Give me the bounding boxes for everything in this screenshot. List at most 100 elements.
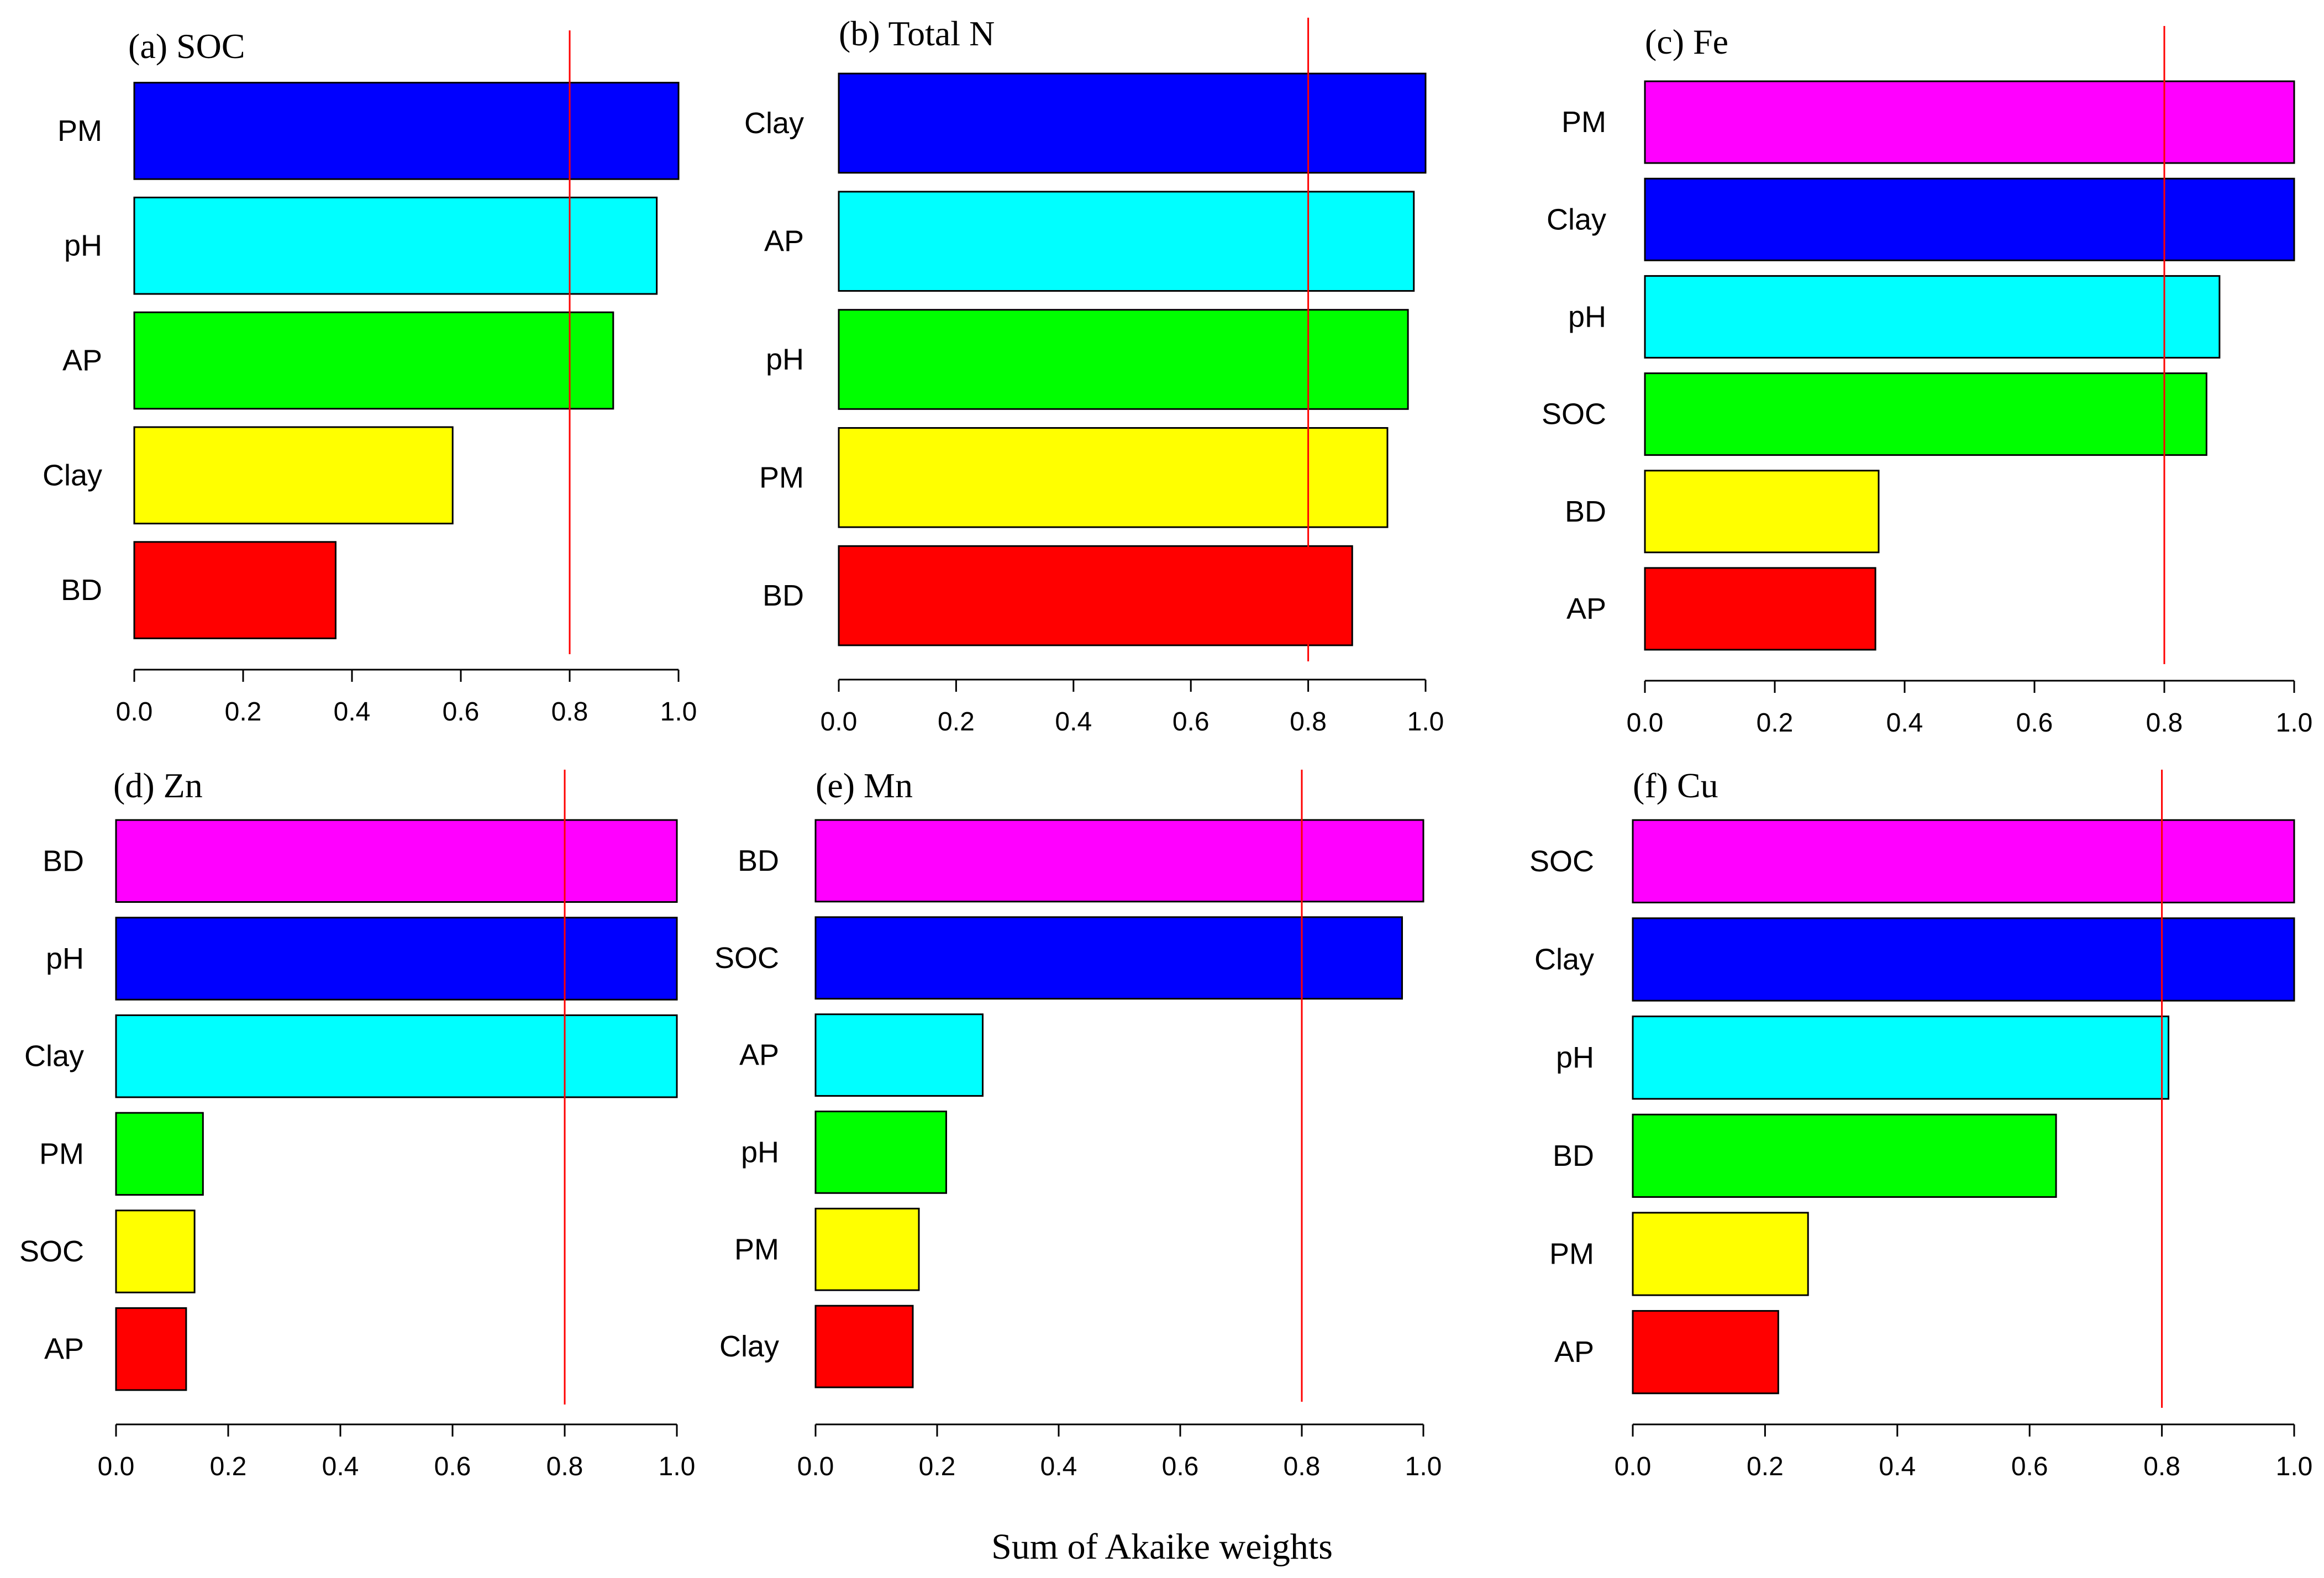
x-tick-label: 1.0	[2276, 1452, 2313, 1481]
category-label: BD	[1565, 495, 1606, 528]
category-label: Clay	[1547, 203, 1606, 236]
x-tick-label: 1.0	[659, 1452, 696, 1481]
x-tick-label: 1.0	[1407, 707, 1444, 737]
x-tick-label: 0.2	[210, 1452, 247, 1481]
bar-bd	[133, 541, 336, 639]
bar-clay	[1644, 177, 2295, 261]
bar-ap	[838, 191, 1415, 292]
bar-bd	[115, 819, 678, 903]
bar-clay	[814, 1305, 914, 1388]
bar-ap	[133, 311, 614, 410]
bar-ph	[115, 917, 678, 1001]
x-tick-label: 0.0	[797, 1452, 834, 1481]
bar-ph	[133, 196, 658, 295]
category-label: AP	[44, 1333, 84, 1366]
x-tick-label: 0.8	[551, 697, 588, 727]
x-tick-label: 0.4	[322, 1452, 359, 1481]
x-tick-label: 1.0	[1405, 1452, 1442, 1481]
bar-clay	[115, 1014, 678, 1098]
category-label: SOC	[1542, 398, 1606, 431]
category-label: BD	[738, 844, 779, 877]
x-axis-label: Sum of Akaike weights	[991, 1527, 1333, 1567]
category-label: BD	[1553, 1139, 1594, 1172]
bar-ap	[1632, 1310, 1779, 1395]
x-tick-label: 0.2	[225, 697, 262, 727]
category-label: PM	[1561, 106, 1606, 139]
x-tick-label: 1.0	[2276, 708, 2313, 738]
category-label: AP	[62, 344, 102, 377]
x-tick-label: 0.0	[1615, 1452, 1652, 1481]
bar-bd	[814, 819, 1424, 903]
bar-bd	[838, 545, 1353, 646]
category-label: SOC	[19, 1235, 84, 1268]
panel-title: (c) Fe	[1645, 22, 1728, 61]
x-tick-label: 0.4	[1040, 1452, 1077, 1481]
x-tick-label: 0.4	[1055, 707, 1092, 737]
category-label: AP	[1566, 592, 1606, 625]
category-label: AP	[1554, 1335, 1594, 1369]
category-label: PM	[1549, 1238, 1594, 1271]
bar-ph	[1632, 1016, 2170, 1100]
x-tick-label: 0.8	[2143, 1452, 2180, 1481]
category-label: Clay	[24, 1040, 84, 1073]
x-tick-label: 0.2	[938, 707, 975, 737]
x-tick-label: 0.0	[116, 697, 153, 727]
x-tick-label: 0.8	[546, 1452, 583, 1481]
x-tick-label: 0.4	[334, 697, 371, 727]
category-label: Clay	[744, 107, 804, 140]
x-tick-label: 0.2	[1747, 1452, 1784, 1481]
category-label: PM	[759, 461, 804, 494]
panel-d: (d) Zn BD pH Clay PM SOC AP 0.0 0.2 0.4 0.6 0.8 1.0	[19, 766, 695, 1481]
bar-pm	[814, 1207, 920, 1291]
category-label: PM	[734, 1233, 779, 1266]
category-label: pH	[1568, 300, 1606, 333]
bar-ph	[814, 1111, 947, 1194]
category-label: pH	[64, 229, 102, 262]
category-label: SOC	[1529, 845, 1594, 878]
bar-ph	[838, 309, 1409, 410]
bar-soc	[1632, 819, 2295, 903]
bar-pm	[1632, 1212, 1809, 1296]
bar-pm	[133, 82, 680, 180]
bar-ap	[814, 1013, 984, 1097]
bar-pm	[838, 427, 1389, 528]
bar-pm	[1644, 80, 2295, 164]
category-label: AP	[764, 225, 804, 258]
bar-bd	[1644, 470, 1880, 554]
category-label: BD	[763, 579, 804, 612]
bar-soc	[115, 1209, 196, 1293]
panel-f: (f) Cu SOC Clay pH BD PM AP 0.0 0.2 0.4 0.6 0.8 1.0	[1529, 766, 2312, 1481]
x-tick-label: 0.4	[1886, 708, 1923, 738]
x-tick-label: 0.2	[1757, 708, 1794, 738]
category-label: pH	[46, 942, 84, 975]
category-label: Clay	[1534, 943, 1594, 976]
category-label: pH	[1556, 1041, 1594, 1074]
x-tick-label: 0.6	[434, 1452, 471, 1481]
x-tick-label: 0.6	[2016, 708, 2053, 738]
category-label: PM	[39, 1137, 84, 1170]
category-label: BD	[61, 574, 102, 607]
bar-ph	[1644, 275, 2221, 359]
x-tick-label: 0.6	[2011, 1452, 2048, 1481]
x-tick-label: 0.0	[1627, 708, 1664, 738]
x-tick-label: 0.8	[1290, 707, 1327, 737]
bar-ap	[115, 1307, 187, 1391]
x-tick-label: 0.2	[919, 1452, 956, 1481]
x-tick-label: 0.0	[821, 707, 858, 737]
panel-title: (b) Total N	[839, 14, 995, 53]
x-tick-label: 1.0	[660, 697, 697, 727]
panel-title: (e) Mn	[816, 766, 913, 805]
category-label: pH	[741, 1135, 779, 1169]
bar-clay	[838, 72, 1427, 174]
category-label: Clay	[719, 1330, 779, 1363]
category-label: PM	[57, 114, 102, 148]
bar-soc	[1644, 372, 2207, 456]
bar-ap	[1644, 567, 1876, 651]
x-tick-label: 0.0	[98, 1452, 135, 1481]
category-label: AP	[739, 1039, 779, 1072]
bar-clay	[1632, 917, 2295, 1002]
x-tick-label: 0.6	[1162, 1452, 1199, 1481]
panel-e: (e) Mn BD SOC AP pH PM Clay 0.0 0.2 0.4 0.6 0.8 1.0	[714, 766, 1442, 1481]
x-tick-label: 0.8	[1284, 1452, 1321, 1481]
